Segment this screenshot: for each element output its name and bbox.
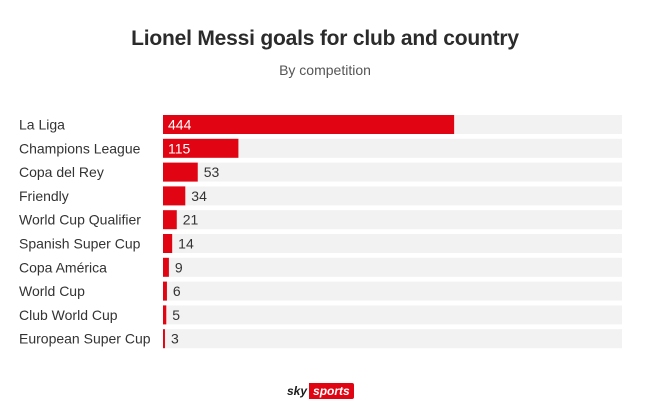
- chart-subtitle: By competition: [279, 62, 371, 78]
- bar-track: [163, 210, 622, 230]
- category-label: La Liga: [19, 117, 65, 133]
- bar-chart: La Liga 444 Champions League 115 Copa del Re…: [19, 115, 622, 349]
- bar-track: [163, 257, 622, 277]
- bar: [163, 234, 173, 253]
- category-label: Friendly: [19, 188, 69, 204]
- data-label: 5: [172, 307, 180, 323]
- data-label: 9: [175, 259, 183, 275]
- bar-track: [163, 234, 622, 253]
- chart-title: Lionel Messi goals for club and country: [131, 27, 519, 50]
- data-label: 115: [168, 140, 191, 156]
- bar-track: [163, 138, 622, 158]
- bar: [163, 305, 167, 325]
- data-label: 21: [183, 212, 199, 228]
- bar-track: [163, 329, 622, 349]
- bar: [163, 162, 198, 182]
- bar-track: [163, 281, 622, 301]
- bar: [163, 115, 455, 134]
- bar: [163, 210, 177, 230]
- data-label: 53: [204, 164, 220, 180]
- data-label: 6: [173, 283, 181, 299]
- logo-sky-text: sky: [286, 383, 310, 399]
- logo-sports-text: sports: [309, 383, 354, 399]
- data-label: 34: [191, 188, 207, 204]
- category-label: Copa América: [19, 259, 107, 275]
- bar: [163, 186, 186, 206]
- data-label: 3: [171, 331, 179, 347]
- data-label: 14: [178, 236, 194, 252]
- bar-track: [163, 186, 622, 206]
- bar: [163, 138, 239, 158]
- category-label: Spanish Super Cup: [19, 236, 141, 252]
- sky-sports-logo: sky sports: [286, 383, 354, 399]
- category-label: Champions League: [19, 140, 141, 156]
- category-label: Club World Cup: [19, 307, 118, 323]
- category-label: World Cup Qualifier: [19, 212, 141, 228]
- bar-track: [163, 305, 622, 325]
- category-label: Copa del Rey: [19, 164, 104, 180]
- category-label: European Super Cup: [19, 331, 151, 347]
- category-label: World Cup: [19, 283, 85, 299]
- bar: [163, 329, 165, 349]
- bar-track: [163, 162, 622, 182]
- bar: [163, 257, 169, 277]
- bar: [163, 281, 167, 301]
- data-label: 444: [168, 117, 192, 133]
